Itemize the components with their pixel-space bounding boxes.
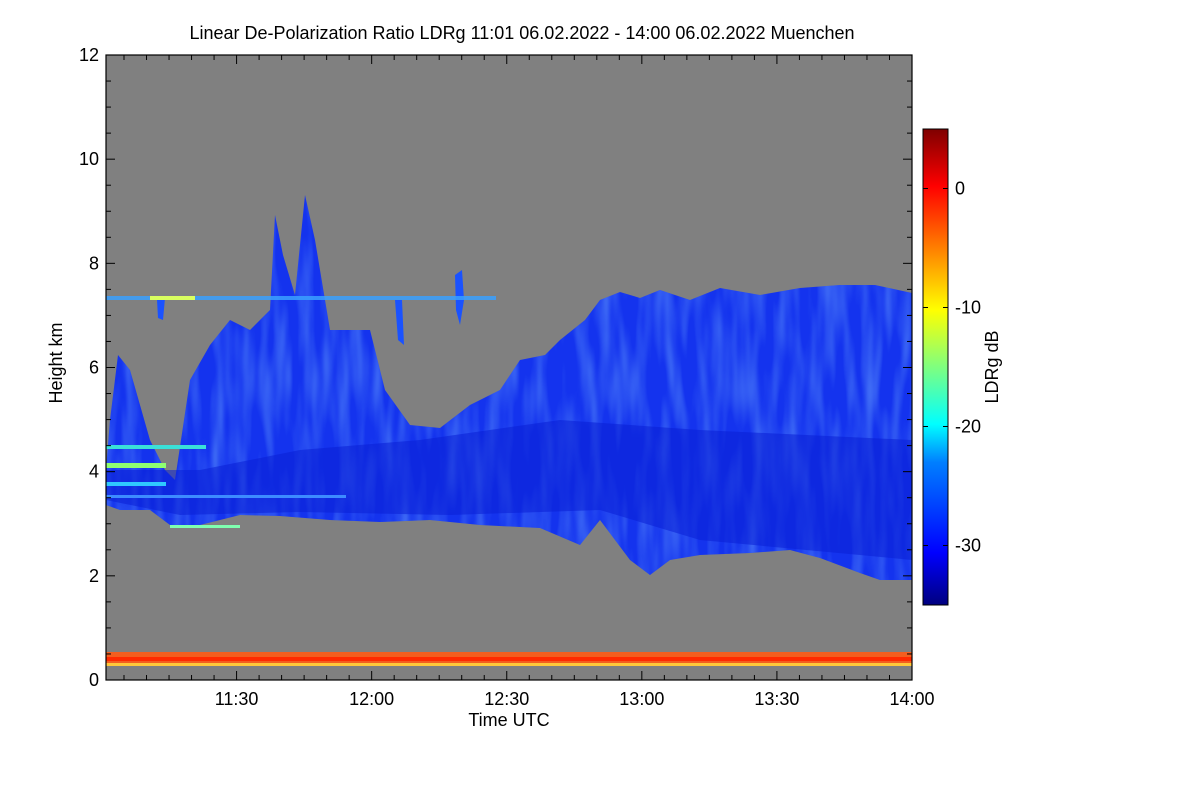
x-tick-label: 14:00 xyxy=(889,689,934,709)
y-tick-label: 8 xyxy=(89,253,99,273)
colorbar-tick-label: -20 xyxy=(955,417,981,437)
y-tick-label: 6 xyxy=(89,358,99,378)
y-tick-label: 2 xyxy=(89,566,99,586)
lowlevel-band-1 xyxy=(106,445,206,449)
chart-title: Linear De-Polarization Ratio LDRg 11:01 … xyxy=(189,23,854,43)
x-tick-label: 12:00 xyxy=(349,689,394,709)
y-tick-label: 4 xyxy=(89,462,99,482)
colorbar xyxy=(922,128,949,606)
colorbar-tick-label: -10 xyxy=(955,298,981,318)
x-axis: 11:30 12:00 12:30 13:00 13:30 14:00 xyxy=(123,55,935,709)
high-thin-layer xyxy=(106,296,496,300)
surface-clutter-band-lo xyxy=(106,663,912,666)
colorbar-tick-label: -30 xyxy=(955,536,981,556)
fallstreak-2 xyxy=(157,298,165,320)
lowlevel-band-3 xyxy=(106,482,166,486)
y-tick-label: 10 xyxy=(79,149,99,169)
x-tick-label: 13:30 xyxy=(754,689,799,709)
lowlevel-band-4 xyxy=(106,495,346,498)
x-tick-label: 13:00 xyxy=(619,689,664,709)
colorbar-tick-label: 0 xyxy=(955,179,965,199)
y-axis: 0 2 4 6 8 10 12 xyxy=(79,45,912,690)
x-tick-label: 11:30 xyxy=(215,689,259,709)
lowlevel-band-2 xyxy=(106,463,166,468)
y-tick-label: 0 xyxy=(89,670,99,690)
x-tick-label: 12:30 xyxy=(484,689,529,709)
y-tick-label: 12 xyxy=(79,45,99,65)
fallstreak-3 xyxy=(395,300,404,345)
colorbar-label: LDRg dB xyxy=(982,330,1002,403)
x-axis-label: Time UTC xyxy=(468,710,549,730)
high-thin-layer-yellow xyxy=(150,296,195,300)
y-axis-label: Height km xyxy=(46,322,66,403)
surface-clutter-band-hi xyxy=(106,657,912,661)
colorbar-ticks: 0 -10 -20 -30 xyxy=(923,179,981,556)
cloud-core xyxy=(106,420,912,560)
heatmap-layer xyxy=(106,195,912,666)
lowlevel-band-5 xyxy=(170,525,240,528)
